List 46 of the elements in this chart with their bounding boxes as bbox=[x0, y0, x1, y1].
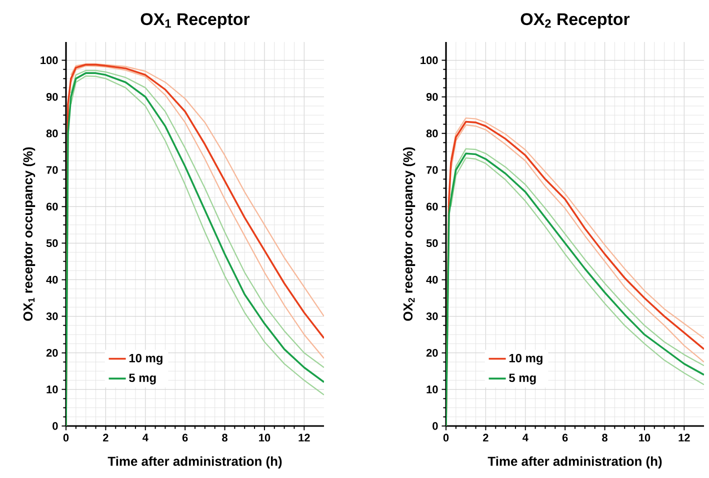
y-tick-label: 60 bbox=[426, 202, 438, 210]
y-tick-label: 70 bbox=[46, 166, 58, 174]
y-axis-title: OX$_{2}$ receptor occupancy (%) bbox=[403, 147, 416, 321]
x-tick-label: 8 bbox=[602, 434, 608, 442]
y-tick-label: 80 bbox=[46, 130, 58, 138]
x-tick-label: 0 bbox=[63, 434, 69, 442]
y-tick-label: 40 bbox=[46, 276, 58, 284]
y-tick-label: 100 bbox=[420, 56, 438, 64]
x-tick-label: 2 bbox=[103, 434, 108, 442]
y-tick-label: 20 bbox=[46, 348, 58, 357]
x-tick-label: 0 bbox=[443, 434, 449, 442]
y-tick-label: 20 bbox=[426, 348, 438, 357]
y-tick-label: 10 bbox=[426, 386, 438, 394]
chart-title: OX$_{2}$ Receptor bbox=[520, 13, 630, 28]
x-tick-label: 12 bbox=[298, 434, 310, 442]
legend-label: 10 mg bbox=[509, 354, 542, 365]
x-tick-label: 2 bbox=[483, 434, 488, 442]
legend-label: 5 mg bbox=[509, 374, 536, 384]
y-tick-label: 80 bbox=[426, 130, 438, 138]
x-tick-label: 4 bbox=[142, 434, 148, 442]
y-tick-label: 0 bbox=[52, 422, 58, 430]
y-tick-label: 90 bbox=[46, 92, 58, 101]
y-tick-label: 60 bbox=[46, 202, 58, 210]
y-tick-label: 70 bbox=[426, 166, 438, 174]
y-tick-label: 40 bbox=[426, 276, 438, 284]
x-tick-label: 10 bbox=[639, 434, 650, 442]
legend-label: 10 mg bbox=[129, 354, 162, 365]
y-tick-label: 30 bbox=[46, 312, 58, 320]
y-tick-label: 50 bbox=[426, 239, 438, 248]
y-tick-label: 90 bbox=[426, 92, 438, 101]
x-tick-label: 4 bbox=[522, 434, 528, 442]
y-tick-label: 10 bbox=[46, 386, 58, 394]
x-axis-title: Time after administration (h) bbox=[488, 456, 662, 468]
x-tick-label: 12 bbox=[678, 434, 690, 442]
x-tick-label: 10 bbox=[259, 434, 270, 442]
x-tick-label: 6 bbox=[562, 434, 568, 442]
y-tick-label: 50 bbox=[46, 239, 58, 248]
chart-title: OX$_{1}$ Receptor bbox=[140, 13, 250, 28]
y-tick-label: 100 bbox=[40, 56, 58, 64]
y-tick-label: 0 bbox=[432, 422, 438, 430]
x-tick-label: 6 bbox=[182, 434, 188, 442]
x-tick-label: 8 bbox=[222, 434, 228, 442]
x-axis-title: Time after administration (h) bbox=[108, 456, 282, 468]
y-tick-label: 30 bbox=[426, 312, 438, 320]
legend-label: 5 mg bbox=[129, 374, 156, 384]
y-axis-title: OX$_{1}$ receptor occupancy (%) bbox=[23, 147, 36, 321]
